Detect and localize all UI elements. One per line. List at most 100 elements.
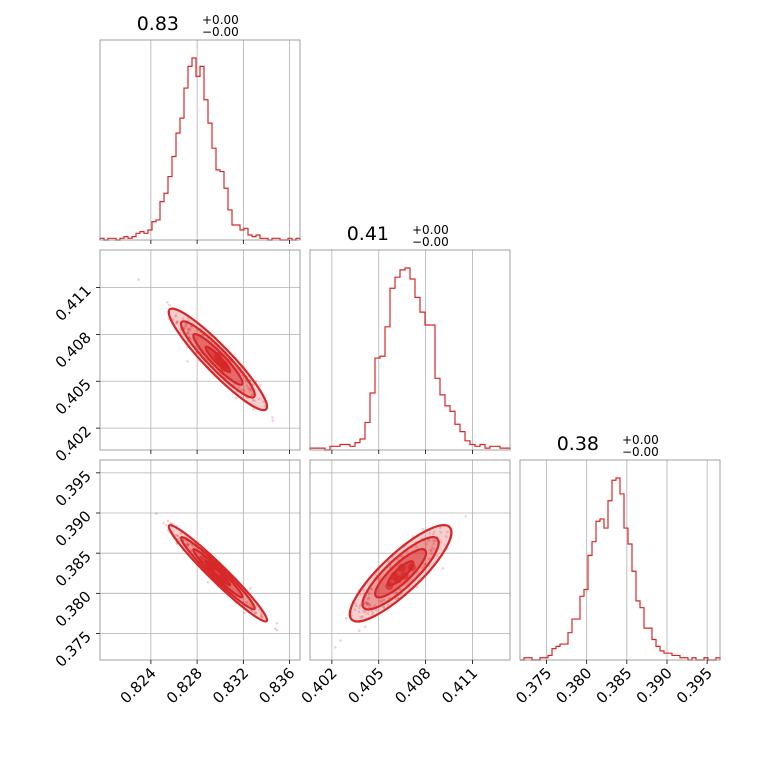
sample-point (464, 515, 468, 518)
y-tick-label: 0.375 (52, 628, 95, 671)
sample-point (429, 548, 433, 552)
sample-point (174, 315, 177, 318)
sample-point (275, 628, 279, 632)
x-tick-label: 0.385 (593, 664, 636, 707)
y-tick-label: 0.411 (52, 282, 95, 325)
y-tick-label: 0.402 (52, 422, 95, 465)
density-peak (198, 555, 207, 564)
sample-point (358, 593, 362, 596)
sample-point (273, 627, 277, 630)
sample-point (187, 330, 190, 334)
sample-point (353, 608, 357, 611)
sample-point (439, 541, 443, 544)
sample-point (186, 543, 189, 546)
sample-point (243, 611, 246, 615)
sample-point (242, 388, 246, 392)
density-peak (213, 351, 222, 360)
title-param-0-upper: +0.00 (202, 13, 239, 27)
sample-point (430, 552, 433, 555)
sample-point (252, 407, 255, 411)
sample-point (377, 578, 381, 581)
sample-point (176, 534, 180, 538)
sample-point (364, 600, 368, 604)
x-tick-label: 0.405 (344, 664, 387, 707)
sample-point (363, 602, 367, 605)
sample-point (395, 591, 399, 594)
sample-point (370, 587, 373, 591)
sample-point (366, 602, 370, 606)
sample-point (259, 615, 263, 619)
sample-point (375, 608, 378, 611)
panel-frame-0-2 (99, 459, 301, 661)
sample-point (186, 360, 189, 363)
sample-point (407, 587, 411, 590)
sample-point (184, 323, 188, 326)
x-tick-label: 0.828 (163, 664, 206, 707)
sample-point (382, 598, 386, 602)
sample-point (381, 599, 384, 602)
sample-point (260, 613, 263, 617)
sample-point (175, 320, 179, 324)
sample-point (446, 530, 449, 534)
sample-point (185, 542, 189, 545)
sample-point (180, 532, 183, 535)
sample-point (271, 416, 274, 419)
sample-point (249, 388, 253, 392)
sample-point (354, 602, 357, 605)
sample-point (271, 419, 275, 422)
sample-point (359, 616, 363, 619)
sample-point (187, 328, 191, 331)
sample-point (155, 512, 158, 515)
sample-point (162, 521, 165, 525)
sample-point (183, 326, 187, 329)
sample-point (433, 539, 437, 543)
sample-point (415, 586, 419, 589)
sample-point (254, 611, 257, 615)
sample-point (438, 526, 442, 529)
sample-point (421, 527, 425, 531)
sample-point (247, 386, 250, 390)
sample-point (253, 399, 256, 403)
sample-point (431, 532, 435, 536)
pair-panel-1-2 (334, 515, 468, 649)
x-tick-label: 0.836 (255, 664, 298, 707)
sample-point (206, 580, 210, 584)
sample-point (371, 612, 374, 615)
sample-point (334, 646, 337, 649)
sample-point (366, 601, 369, 605)
sample-point (416, 571, 419, 574)
pair-panel-0-2 (155, 512, 279, 632)
sample-point (174, 533, 178, 537)
sample-point (382, 606, 386, 609)
sample-point (378, 599, 382, 603)
sample-point (187, 543, 190, 547)
sample-point (362, 589, 365, 592)
sample-point (179, 331, 183, 335)
sample-point (262, 400, 265, 404)
sample-point (185, 543, 188, 546)
sample-point (366, 612, 370, 615)
sample-point (245, 600, 248, 604)
sample-point (257, 397, 261, 401)
sample-point (365, 601, 369, 605)
y-tick-label: 0.380 (52, 587, 95, 630)
sample-point (382, 606, 385, 609)
sample-point (366, 602, 369, 605)
sample-point (178, 539, 181, 542)
sample-point (249, 604, 253, 607)
sample-point (425, 542, 428, 546)
sample-point (427, 539, 431, 542)
panel-frame-1-2 (309, 459, 511, 661)
sample-point (186, 332, 190, 336)
sample-point (175, 321, 178, 325)
sample-point (168, 303, 171, 307)
sample-point (435, 554, 439, 557)
density-peak (400, 571, 409, 580)
sample-point (245, 384, 249, 387)
density-peak (407, 563, 416, 572)
sample-point (260, 614, 263, 618)
sample-point (439, 531, 442, 534)
density-peak (393, 575, 402, 584)
sample-point (261, 615, 265, 619)
